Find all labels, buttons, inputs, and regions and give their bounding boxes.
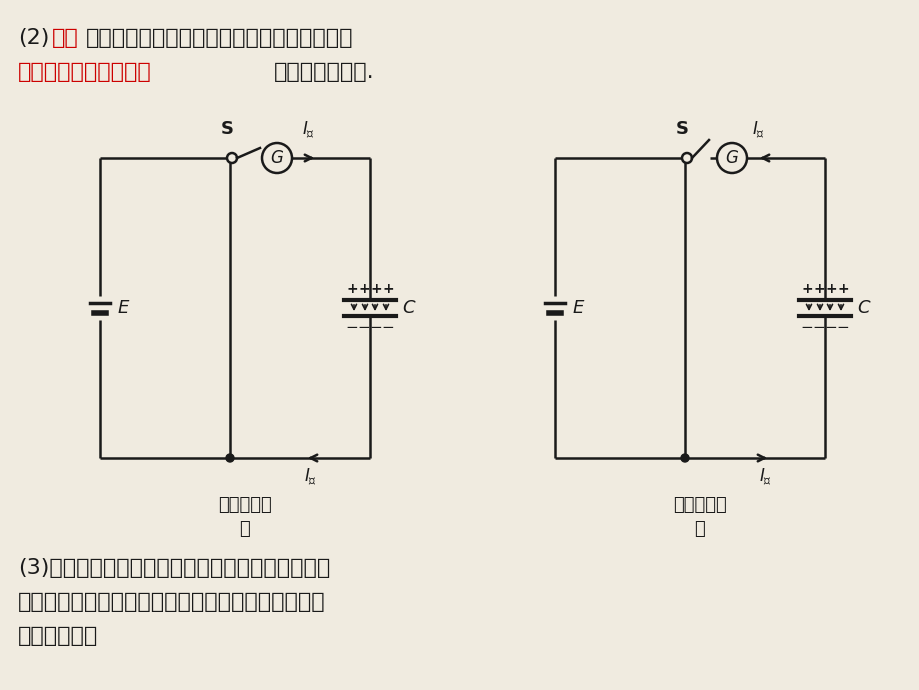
Text: (2): (2) (18, 28, 50, 48)
Text: E: E (118, 299, 130, 317)
Circle shape (262, 143, 291, 173)
Text: 放电: 放电 (52, 28, 79, 48)
Text: +: + (381, 282, 393, 296)
Circle shape (227, 153, 237, 163)
Text: G: G (725, 149, 738, 167)
Text: 的过程，如图乙.: 的过程，如图乙. (274, 62, 374, 82)
Text: G: G (270, 149, 283, 167)
Text: 电容器充电: 电容器充电 (218, 496, 272, 514)
Text: 电容器放电: 电容器放电 (673, 496, 726, 514)
Text: +: + (369, 282, 381, 296)
Text: 乙: 乙 (694, 520, 705, 538)
Text: −: − (823, 320, 836, 335)
Text: 两极板的异种电荷中和: 两极板的异种电荷中和 (18, 62, 152, 82)
Text: −: − (381, 320, 394, 335)
Text: 甲: 甲 (239, 520, 250, 538)
Circle shape (680, 454, 688, 462)
Text: −: − (357, 320, 370, 335)
Text: −: − (369, 320, 382, 335)
Circle shape (681, 153, 691, 163)
Text: $I_{充}$: $I_{充}$ (301, 119, 314, 140)
Text: 存了电能．放电时，储存的电能释放出来，转化为其: 存了电能．放电时，储存的电能释放出来，转化为其 (18, 592, 325, 612)
Circle shape (226, 454, 233, 462)
Text: −: − (811, 320, 824, 335)
Text: +: + (812, 282, 824, 296)
Text: C: C (402, 299, 414, 317)
Text: −: − (835, 320, 848, 335)
Circle shape (716, 143, 746, 173)
Text: $I_{放}$: $I_{放}$ (751, 119, 764, 140)
Text: −: − (800, 320, 812, 335)
Text: +: + (357, 282, 369, 296)
Text: C: C (857, 299, 868, 317)
Text: +: + (346, 282, 357, 296)
Text: $I_{放}$: $I_{放}$ (757, 466, 771, 486)
Text: S: S (221, 120, 233, 138)
Text: +: + (836, 282, 848, 296)
Text: +: + (800, 282, 811, 296)
Text: 他形式的能．: 他形式的能． (18, 626, 98, 646)
Text: $I_{充}$: $I_{充}$ (303, 466, 316, 486)
Text: E: E (573, 299, 584, 317)
Text: −: − (346, 320, 358, 335)
Text: +: + (824, 282, 836, 296)
Text: (3)电容器充放电时的能量转化：充电后，电容器储: (3)电容器充放电时的能量转化：充电后，电容器储 (18, 558, 330, 578)
Text: S: S (675, 120, 687, 138)
Text: ：用导线将充好电的电容器的两极板相连，使: ：用导线将充好电的电容器的两极板相连，使 (85, 28, 353, 48)
